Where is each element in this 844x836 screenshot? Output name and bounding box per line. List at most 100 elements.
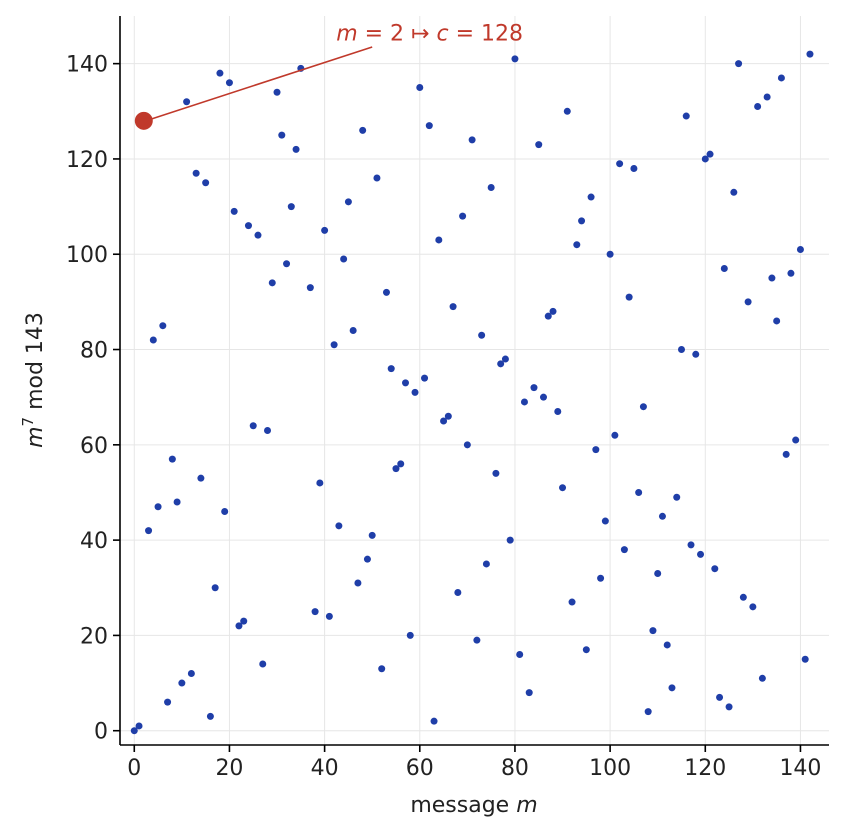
y-tick-label: 140 — [66, 53, 108, 78]
data-point — [225, 79, 233, 87]
data-point — [316, 479, 324, 487]
data-point — [278, 131, 286, 139]
data-point — [801, 655, 809, 663]
data-point — [230, 207, 238, 215]
data-point — [796, 245, 804, 253]
data-point — [606, 250, 614, 258]
data-point — [221, 508, 229, 516]
data-point — [654, 569, 662, 577]
data-point — [306, 284, 314, 292]
data-point — [287, 203, 295, 211]
data-point — [511, 55, 519, 63]
data-point — [425, 122, 433, 130]
data-point — [444, 412, 452, 420]
data-point — [449, 303, 457, 311]
data-point — [187, 670, 195, 678]
data-point — [268, 279, 276, 287]
data-point — [264, 427, 272, 435]
data-point — [159, 322, 167, 330]
data-point — [492, 469, 500, 477]
data-point — [578, 217, 586, 225]
data-points — [130, 50, 814, 735]
y-tick-label: 120 — [66, 148, 108, 173]
data-point — [763, 93, 771, 101]
data-point — [592, 446, 600, 454]
data-point — [411, 388, 419, 396]
data-point — [706, 150, 714, 158]
y-tick-label: 0 — [94, 720, 108, 745]
axes — [119, 16, 829, 746]
annotation: m = 2 ↦ c = 128 — [152, 21, 523, 119]
data-point — [440, 417, 448, 425]
data-point — [406, 631, 414, 639]
data-point — [192, 169, 200, 177]
data-point — [639, 403, 647, 411]
data-point — [701, 155, 709, 163]
data-point — [635, 488, 643, 496]
data-point — [663, 641, 671, 649]
data-point — [692, 350, 700, 358]
data-point — [720, 265, 728, 273]
data-point — [587, 193, 595, 201]
data-point — [478, 331, 486, 339]
x-tick-label: 80 — [501, 756, 529, 781]
data-point — [340, 255, 348, 263]
data-point — [754, 103, 762, 111]
data-point — [520, 398, 528, 406]
data-point — [421, 374, 429, 382]
data-point — [392, 465, 400, 473]
data-point — [611, 431, 619, 439]
data-point — [554, 407, 562, 415]
data-point — [668, 684, 676, 692]
data-point — [183, 98, 191, 106]
data-point — [216, 69, 224, 77]
data-point — [463, 441, 471, 449]
data-point — [773, 317, 781, 325]
x-tick-label: 20 — [215, 756, 243, 781]
data-point — [616, 160, 624, 168]
data-point — [677, 346, 685, 354]
data-point — [525, 689, 533, 697]
data-point — [473, 636, 481, 644]
data-point — [535, 141, 543, 149]
annotation-label: m = 2 ↦ c = 128 — [336, 21, 523, 46]
data-point — [597, 574, 605, 582]
data-point — [430, 717, 438, 725]
data-point — [397, 460, 405, 468]
data-point — [468, 136, 476, 144]
x-tick-label: 40 — [311, 756, 339, 781]
annotation-arrow — [152, 46, 373, 119]
x-tick-label: 60 — [406, 756, 434, 781]
data-point — [130, 727, 138, 735]
x-tick-label: 100 — [589, 756, 631, 781]
data-point — [197, 474, 205, 482]
x-tick-label: 0 — [127, 756, 141, 781]
x-tick-label: 120 — [684, 756, 726, 781]
data-point — [292, 145, 300, 153]
data-point — [368, 531, 376, 539]
data-point — [758, 674, 766, 682]
data-point — [501, 355, 509, 363]
data-point — [563, 107, 571, 115]
data-point — [173, 498, 181, 506]
data-point — [354, 579, 362, 587]
data-point — [539, 393, 547, 401]
data-point — [573, 241, 581, 249]
data-point — [630, 164, 638, 172]
grid-lines — [120, 16, 829, 745]
data-point — [273, 88, 281, 96]
data-point — [782, 450, 790, 458]
data-point — [725, 703, 733, 711]
data-point — [506, 536, 514, 544]
data-point — [544, 312, 552, 320]
data-point — [530, 384, 538, 392]
y-tick-label: 40 — [80, 529, 108, 554]
data-point — [768, 274, 776, 282]
data-point — [673, 493, 681, 501]
data-point — [311, 608, 319, 616]
data-point — [777, 74, 785, 82]
y-axis-label: m7 mod 143 — [19, 312, 48, 448]
data-point — [625, 293, 633, 301]
data-point — [658, 512, 666, 520]
data-point — [344, 198, 352, 206]
